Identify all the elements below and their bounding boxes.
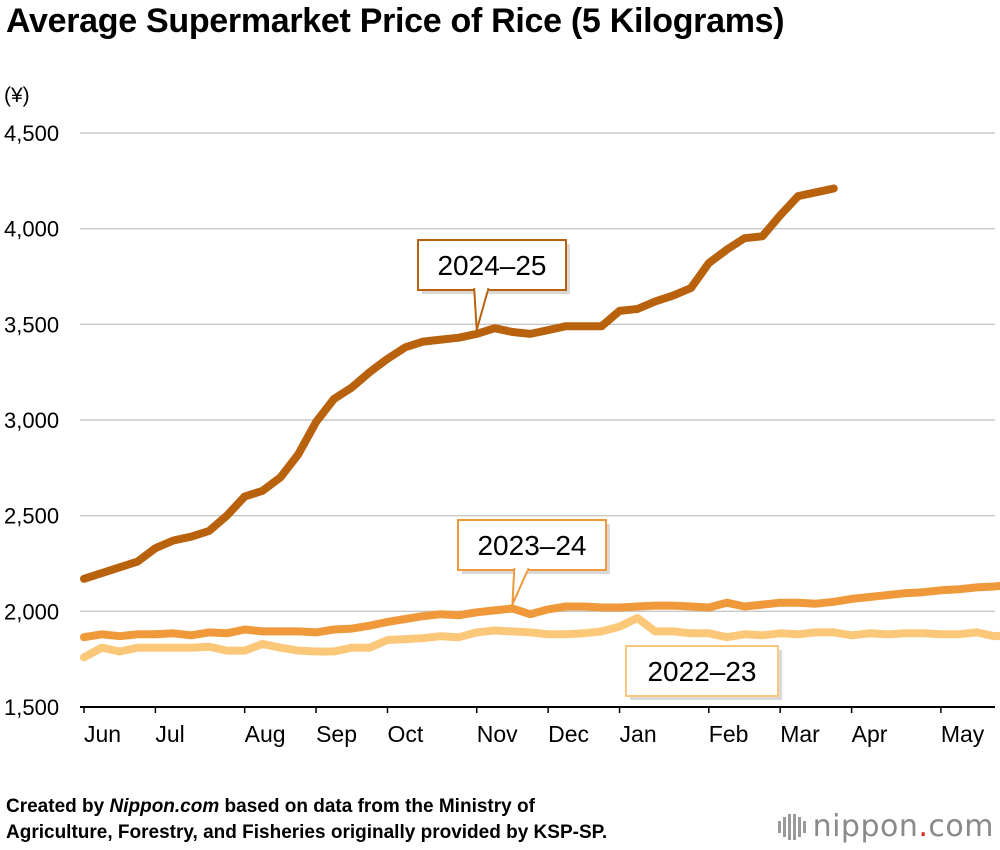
x-tick-label: Jul — [155, 721, 184, 747]
y-tick-label: 2,500 — [4, 504, 59, 529]
series-lines — [80, 184, 1000, 662]
y-tick-label: 2,000 — [4, 599, 59, 624]
x-tick-label: Feb — [709, 721, 749, 747]
y-axis-unit-label: (¥) — [4, 84, 30, 107]
logo-dot: . — [918, 808, 929, 844]
x-tick-label: Oct — [387, 721, 423, 747]
grid-lines — [80, 132, 995, 708]
series-line — [80, 184, 838, 583]
callout-2022–23: 2022–23 — [625, 645, 782, 700]
y-tick-label: 1,500 — [4, 695, 59, 720]
x-tick-label: Apr — [852, 721, 888, 747]
callout-box — [417, 239, 567, 291]
source-prefix: Created by — [6, 796, 110, 817]
nippon-logo: nippon.com — [777, 806, 994, 846]
x-tick-label: Sep — [316, 721, 357, 747]
x-tick-label: Jan — [620, 721, 657, 747]
series-line — [80, 614, 1000, 662]
callout-label: 2024–25 — [437, 250, 546, 281]
x-tick-label: Nov — [477, 721, 518, 747]
callout-2024–25: 2024–25 — [417, 239, 570, 331]
source-name: Nippon.com — [109, 796, 220, 817]
y-tick-label: 3,000 — [4, 408, 59, 433]
y-tick-label: 4,000 — [4, 217, 59, 242]
x-tick-label: May — [941, 721, 985, 747]
logo-wordmark: nippon.com — [812, 808, 994, 844]
y-tick-label: 3,500 — [4, 312, 59, 337]
x-tick-label: Mar — [780, 721, 820, 747]
x-tick-label: Dec — [548, 721, 589, 747]
source-suffix: based on data from the Ministry of — [219, 796, 535, 817]
y-axis-tick-labels: 1,500 2,000 2,500 3,000 3,500 4,000 4,500 — [4, 121, 59, 720]
callout-box — [625, 645, 779, 697]
x-axis-tick-labels: Jun Jul Aug Sep Oct Nov Dec Jan Feb Mar Apr May — [83, 707, 985, 747]
callout-label: 2022–23 — [647, 656, 756, 687]
line-chart: (¥) 1,5002,0002,5003,0003,5004,0004,500 … — [4, 84, 1000, 747]
callout-label: 2023–24 — [477, 530, 586, 561]
source-note: Created by Nippon.com based on data from… — [6, 794, 607, 846]
series-line — [80, 581, 1000, 642]
x-tick-label: Aug — [245, 721, 286, 747]
series-callouts: 2024–25 2023–24 2022–23 — [417, 239, 782, 700]
chart-title: Average Supermarket Price of Rice (5 Kil… — [6, 2, 785, 40]
callout-2023–24: 2023–24 — [457, 519, 610, 606]
x-tick-label: Jun — [84, 721, 121, 747]
nippon-wave-icon — [777, 814, 806, 840]
y-tick-label: 4,500 — [4, 121, 59, 146]
source-line-2: Agriculture, Forestry, and Fisheries ori… — [6, 822, 608, 843]
callout-box — [457, 519, 607, 571]
callout-pointer — [511, 568, 530, 606]
